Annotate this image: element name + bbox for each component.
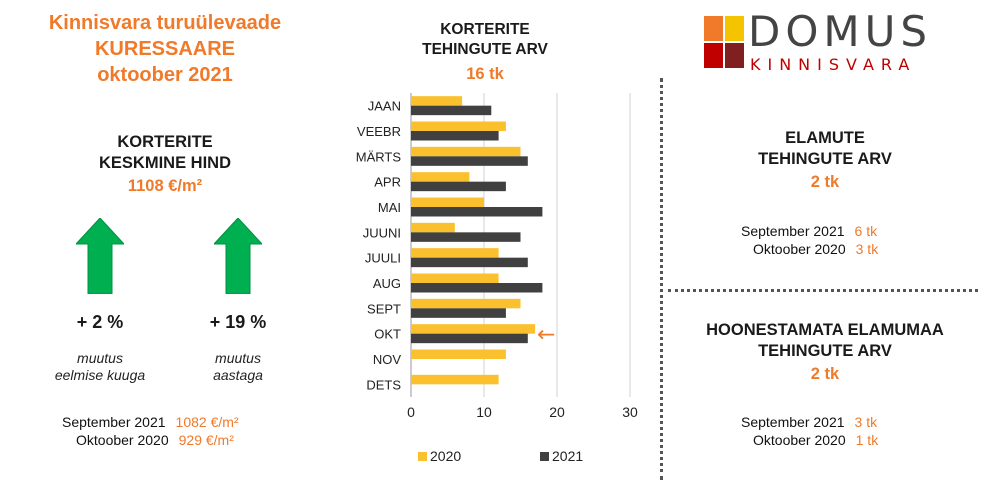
monthly-caption: muutus eelmise kuuga	[30, 350, 170, 384]
monthly-caption-line2: eelmise kuuga	[54, 367, 146, 383]
report-title-line3: oktoober 2021	[97, 64, 233, 86]
report-title-line1: Kinnisvara turuülevaade	[48, 12, 282, 34]
land-comparison-label: September 2021	[741, 414, 845, 430]
houses-comparison-label: September 2021	[741, 223, 845, 239]
yearly-change: + 19 %	[209, 312, 267, 332]
vertical-divider	[660, 78, 663, 480]
houses-value: 2 tk	[810, 173, 840, 191]
bar-2021	[411, 257, 528, 268]
houses-comparison-row: Oktoober 2020 3 tk	[753, 240, 878, 258]
apartments-title-line2: TEHINGUTE ARV	[422, 41, 548, 58]
legend-swatch	[418, 452, 427, 461]
category-label: MAI	[378, 200, 401, 215]
logo-name: DOMUS	[748, 7, 933, 56]
apartments-title-line1: KORTERITE	[440, 21, 530, 38]
land-title: HOONESTAMATA ELAMUMAA TEHINGUTE ARV	[670, 320, 980, 362]
legend-swatch	[540, 452, 549, 461]
bar-2020	[411, 146, 521, 157]
bar-2021	[411, 131, 499, 141]
report-title: Kinnisvara turuülevaade KURESSAARE oktoo…	[0, 10, 330, 88]
houses-title-line2: TEHINGUTE ARV	[758, 150, 892, 168]
monthly-up-arrow-icon	[76, 218, 124, 294]
bar-2020	[411, 96, 463, 106]
price-title-line1: KORTERITE	[117, 133, 213, 151]
bar-2020	[411, 121, 506, 131]
x-tick-label: 10	[476, 404, 492, 420]
category-label: AUG	[373, 276, 401, 291]
bar-2020	[411, 273, 499, 283]
price-title: KORTERITE KESKMINE HIND	[60, 132, 270, 174]
category-label: JAAN	[368, 99, 401, 114]
price-value: 1108 €/m²	[127, 177, 203, 195]
x-tick-label: 20	[549, 404, 565, 420]
category-label: VEEBR	[357, 124, 401, 139]
bar-2021	[411, 207, 543, 217]
bar-2020	[411, 298, 521, 309]
land-value: 2 tk	[810, 365, 840, 383]
land-comparison-row: Oktoober 2020 1 tk	[753, 431, 878, 449]
category-label: MÄRTS	[356, 149, 402, 164]
land-title-line2: TEHINGUTE ARV	[758, 342, 892, 360]
yearly-caption: muutus aastaga	[168, 350, 308, 384]
apartments-value: 16 tk	[466, 65, 504, 83]
land-title-line1: HOONESTAMATA ELAMUMAA	[706, 321, 944, 339]
category-label: JUUNI	[363, 225, 401, 240]
price-comparison-value: 1082 €/m²	[175, 414, 239, 430]
category-label: DETS	[366, 377, 401, 392]
bar-2021	[411, 105, 492, 116]
category-label: APR	[374, 175, 401, 190]
report-title-line2: KURESSAARE	[94, 38, 236, 60]
legend-label: 2021	[552, 448, 583, 464]
bar-2020	[411, 222, 455, 233]
bar-2021	[411, 308, 506, 318]
price-comparison-label: Oktoober 2020	[76, 432, 169, 448]
bar-2021	[411, 232, 521, 242]
category-label: NOV	[373, 352, 402, 367]
price-comparison-row: Oktoober 2020 929 €/m²	[76, 431, 234, 449]
houses-comparison-value: 6 tk	[854, 223, 878, 239]
houses-title: ELAMUTE TEHINGUTE ARV	[700, 128, 950, 170]
houses-comparison-value: 3 tk	[855, 241, 879, 257]
bar-2020	[411, 197, 484, 207]
price-comparison-value: 929 €/m²	[178, 432, 234, 448]
annotation-arrow-icon: ←	[537, 323, 555, 348]
bar-2020	[411, 172, 470, 182]
category-label: SEPT	[367, 301, 401, 316]
land-comparison-value: 3 tk	[854, 414, 878, 430]
yearly-caption-line2: aastaga	[213, 367, 263, 383]
land-comparison-label: Oktoober 2020	[753, 432, 846, 448]
houses-title-line1: ELAMUTE	[785, 129, 865, 147]
bar-2021	[411, 181, 506, 192]
apartments-title: KORTERITE TEHINGUTE ARV	[385, 20, 585, 60]
bar-2020	[411, 324, 536, 334]
price-comparison-row: September 2021 1082 €/m²	[62, 413, 239, 431]
yearly-caption-line1: muutus	[215, 350, 261, 366]
category-label: JUULI	[365, 251, 401, 266]
houses-comparison-row: September 2021 6 tk	[741, 222, 877, 240]
land-comparison-value: 1 tk	[855, 432, 879, 448]
bar-2020	[411, 248, 499, 258]
monthly-caption-line1: muutus	[77, 350, 123, 366]
bar-2021	[411, 283, 543, 293]
category-label: OKT	[374, 327, 401, 342]
bar-2021	[411, 156, 528, 166]
bar-2020	[411, 374, 499, 385]
price-comparison-label: September 2021	[62, 414, 166, 430]
x-tick-label: 30	[622, 404, 638, 420]
apartment-transactions-chart: JAAN VEEBR MÄRTS APR MAI JUUNI JUULI AUG SEPT OKT…	[356, 93, 638, 464]
logo-subtitle: KINNISVARA	[750, 55, 917, 74]
yearly-up-arrow-icon	[214, 218, 262, 294]
bar-2021	[411, 333, 528, 344]
price-title-line2: KESKMINE HIND	[98, 154, 231, 172]
land-comparison-row: September 2021 3 tk	[741, 413, 877, 431]
monthly-change: + 2 %	[76, 312, 124, 332]
houses-comparison-label: Oktoober 2020	[753, 241, 846, 257]
horizontal-divider	[668, 289, 978, 292]
bar-2020	[411, 349, 506, 359]
domus-logo-mark-icon	[704, 16, 744, 68]
x-tick-label: 0	[407, 404, 415, 420]
domus-logo: DOMUS KINNISVARA	[692, 0, 974, 80]
legend-label: 2020	[430, 448, 461, 464]
